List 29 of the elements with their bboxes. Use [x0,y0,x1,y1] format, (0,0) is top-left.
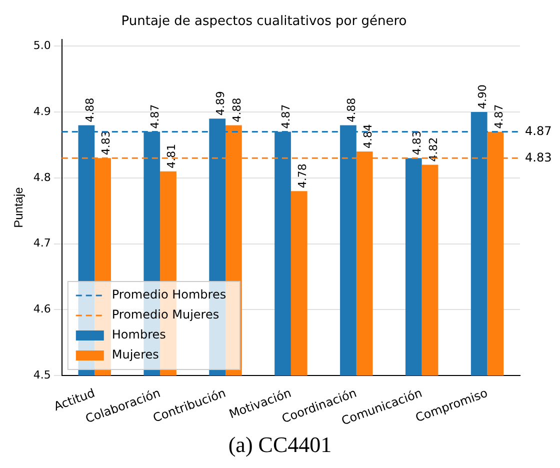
text: (a) CC4401 [227,432,333,458]
data-label: 4.88 [83,98,96,122]
legend-label: Hombres [112,328,166,342]
data-label: 4.78 [296,164,309,188]
y-tick-label: 4.8 [33,170,51,184]
data-label: 4.87 [280,104,293,129]
y-tick-label: 4.7 [33,236,51,250]
text: 4.87 [525,124,552,138]
legend-label: Promedio Hombres [112,288,226,302]
data-label: 4.90 [476,84,489,110]
y-axis-title: Puntaje [12,186,26,228]
y-tick-label: 5.0 [33,39,51,52]
data-label: 4.88 [230,98,244,122]
data-label: 4.82 [426,137,440,162]
data-label: 4.81 [165,144,178,168]
data-label: 4.84 [361,124,374,149]
legend-label: Promedio Mujeres [112,308,220,322]
data-label: 4.83 [410,130,424,156]
chart-title: Puntaje de aspectos cualitativos por género [121,14,407,30]
y-tick-label: 4.5 [33,368,51,382]
legend-label: Mujeres [112,348,159,362]
data-label: 4.88 [345,98,358,122]
data-label: 4.89 [214,91,228,116]
data-label: 4.83 [100,130,113,156]
data-label: 4.87 [492,104,506,129]
text: 4.83 [525,150,552,164]
y-tick-label: 4.6 [33,302,51,316]
y-tick-label: 4.9 [33,104,51,118]
data-label: 4.87 [148,104,162,129]
